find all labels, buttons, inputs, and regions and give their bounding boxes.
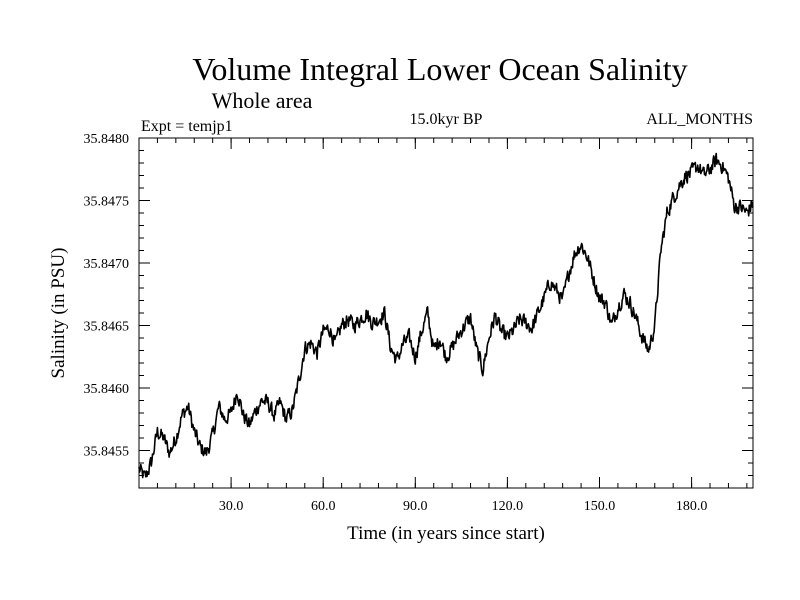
series-line-salinity: [138, 152, 754, 479]
experiment-annotation: Expt = temjp1: [141, 118, 233, 135]
y-tick-label: 35.8465: [84, 320, 130, 335]
plot-frame: [138, 137, 754, 489]
chart-title: Volume Integral Lower Ocean Salinity: [192, 51, 687, 87]
x-tick-label: 30.0: [219, 499, 244, 514]
period-annotation: 15.0kyr BP: [410, 111, 483, 128]
x-tick-label: 120.0: [492, 499, 524, 514]
series-group: [138, 152, 754, 479]
months-annotation: ALL_MONTHS: [646, 111, 753, 128]
y-axis-label: Salinity (in PSU): [48, 248, 69, 379]
y-tick-label: 35.8455: [84, 445, 130, 460]
chart-subtitle: Whole area: [212, 88, 313, 113]
y-tick-label: 35.8470: [84, 257, 130, 272]
axis-ticks: [138, 137, 753, 489]
y-tick-label: 35.8475: [84, 195, 130, 210]
x-tick-label: 150.0: [584, 499, 616, 514]
y-tick-label: 35.8460: [84, 382, 130, 397]
x-tick-labels: 30.0 60.0 90.0 120.0 150.0 180.0: [219, 499, 707, 514]
x-tick-label: 180.0: [676, 499, 708, 514]
x-tick-label: 60.0: [311, 499, 336, 514]
y-tick-labels: 35.8455 35.8460 35.8465 35.8470 35.8475 35.84…: [84, 132, 130, 460]
x-axis-label: Time (in years since start): [347, 523, 545, 544]
y-tick-label: 35.8480: [84, 132, 130, 147]
x-tick-label: 90.0: [403, 499, 428, 514]
